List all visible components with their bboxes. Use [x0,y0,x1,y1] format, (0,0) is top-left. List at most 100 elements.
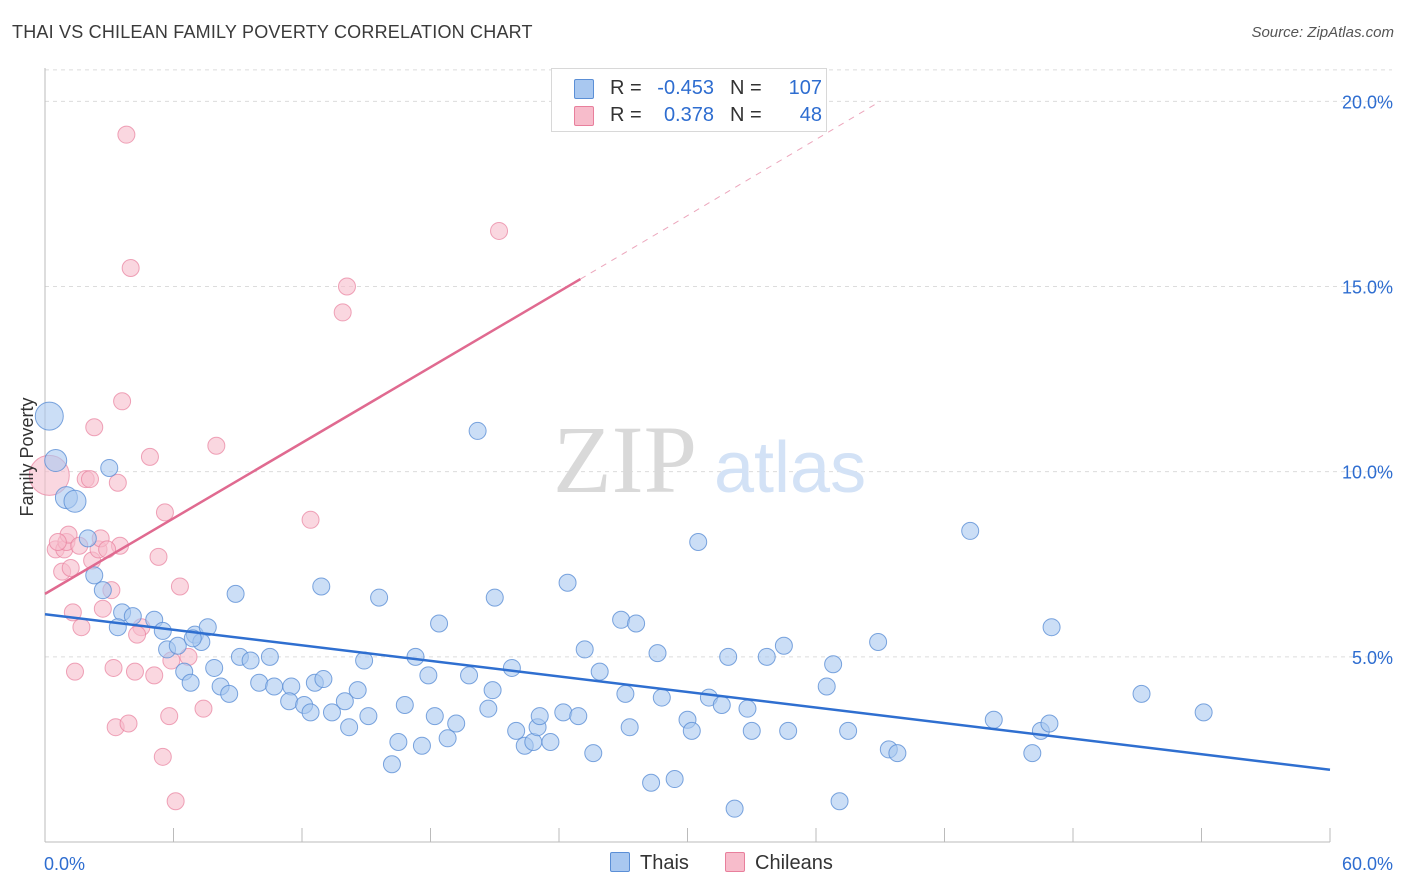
thais-point [817,677,836,696]
thais-point [888,744,907,763]
chileans-trend-line [44,278,582,595]
legend-item-chileans: Chileans [725,852,833,875]
thais-point [340,718,359,737]
thais-point [359,707,378,726]
legend-item-thais: Thais [610,852,689,875]
chileans-point [166,792,185,811]
n-label: N = [730,77,762,99]
chileans-swatch [574,106,594,126]
thais-point [984,710,1003,729]
n-value: 107 [788,77,822,99]
thais-point [265,677,284,696]
chileans-point [65,662,84,681]
n-value: 48 [799,104,822,126]
thais-point [430,614,449,633]
chileans-point [160,707,179,726]
thais-point [205,658,224,677]
thais-point [1023,744,1042,763]
thais-point [322,703,341,722]
thais-point [85,566,104,585]
thais-point [389,733,408,752]
thais-point [260,647,279,666]
thais-point [541,733,560,752]
thais-point [395,695,414,714]
chileans-point [149,547,168,566]
thais-point [314,670,333,689]
y-tick-label: 10.0% [1342,463,1393,483]
chileans-point [104,658,123,677]
thais-point [524,733,543,752]
thais-point [447,714,466,733]
thais-point [774,636,793,655]
thais-point [153,621,172,640]
chileans-point [170,577,189,596]
thais-point [312,577,331,596]
thais-point [652,688,671,707]
r-value: 0.378 [663,104,714,126]
thais-point [468,421,487,440]
thais-point [830,792,849,811]
thais-legend-label: Thais [640,852,689,874]
chileans-point [490,221,509,240]
y-tick-label: 20.0% [1342,92,1393,112]
thais-point [78,529,97,548]
r-value: -0.453 [657,77,714,99]
thais-point [502,658,521,677]
thais-point [280,692,299,711]
thais-point [824,655,843,674]
thais-point [642,773,661,792]
thais-point [569,707,588,726]
thais-point [460,666,479,685]
thais-point [689,533,708,552]
thais-point [479,699,498,718]
y-tick-label: 5.0% [1352,648,1393,668]
thais-trend-line [44,613,1331,772]
thais-point [220,684,239,703]
thais-point [1194,703,1213,722]
chileans-point [128,625,147,644]
watermark-zip: ZIP [553,406,697,513]
thais-point [406,647,425,666]
watermark-atlas: atlas [714,428,866,508]
thais-point [648,644,667,663]
thais-point [742,721,761,740]
thais-point [620,718,639,737]
chileans-point [85,418,104,437]
chileans-point [145,666,164,685]
thais-point [301,703,320,722]
n-label: N = [730,104,762,126]
chileans-point [108,473,127,492]
thais-point [757,647,776,666]
thais-point [616,684,635,703]
chileans-point [194,699,213,718]
chileans-point [113,392,132,411]
thais-point [558,573,577,592]
correlation-legend: R = -0.453 N = 107 R = 0.378 N = 48 [551,68,827,132]
thais-point [198,618,217,637]
thais-point [682,721,701,740]
thais-point [241,651,260,670]
thais-point [425,707,444,726]
thais-point [168,636,187,655]
chileans-point [80,470,99,489]
chileans-point [333,303,352,322]
chileans-point [301,510,320,529]
thais-point [725,799,744,818]
thais-point [839,721,858,740]
thais-point [438,729,457,748]
thais-point [226,584,245,603]
thais-point [530,707,549,726]
thais-point [590,662,609,681]
thais-point [719,647,738,666]
thais-point [250,673,269,692]
chileans-point [48,533,67,552]
thais-point [93,581,112,600]
thais-point [412,736,431,755]
r-label: R = [610,104,642,126]
thais-point [575,640,594,659]
chileans-point [155,503,174,522]
chileans-point [125,662,144,681]
r-label: R = [610,77,642,99]
thais-point [612,610,631,629]
